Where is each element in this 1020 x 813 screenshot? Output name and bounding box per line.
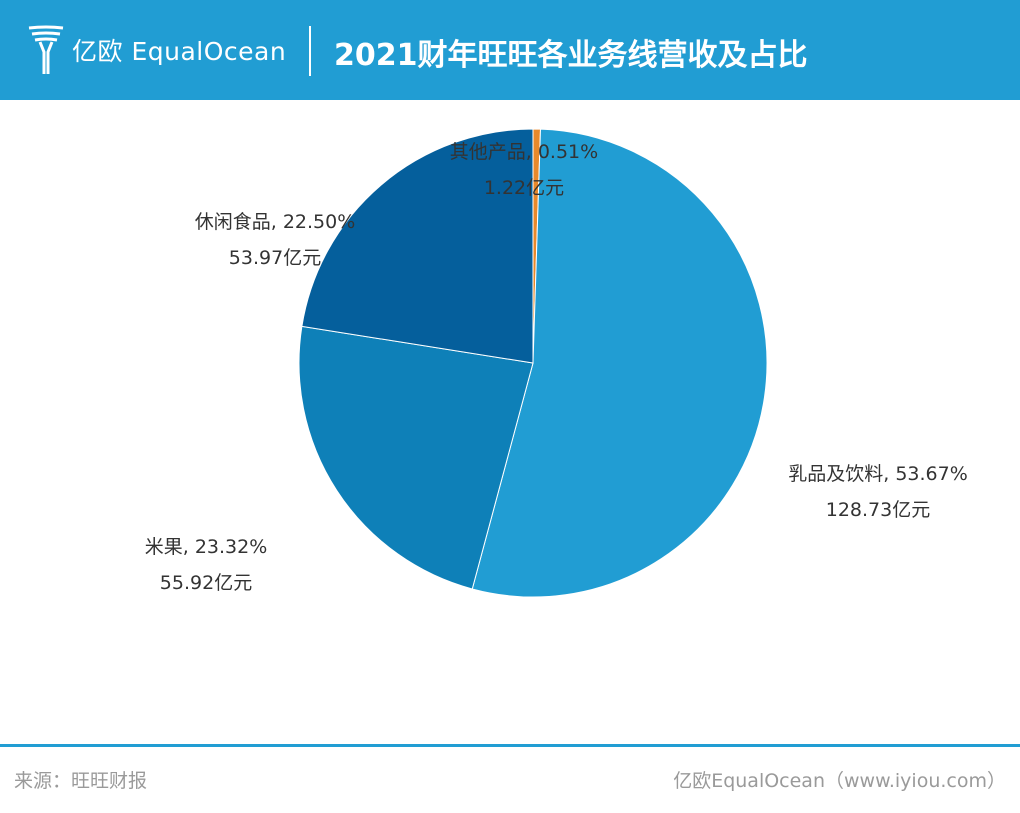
logo-mark-icon	[28, 25, 64, 74]
slice-value-label-1: 1.22亿元	[484, 177, 564, 199]
logo: 亿欧 EqualOcean	[26, 22, 286, 78]
credit-note: 亿欧EqualOcean（www.iyiou.com）	[673, 770, 1006, 792]
header-bar: 亿欧 EqualOcean 2021财年旺旺各业务线营收及占比	[0, 0, 1020, 100]
slice-value-label-4: 53.97亿元	[229, 247, 321, 269]
slice-label-3: 米果, 23.32%	[145, 536, 268, 558]
footer-divider	[0, 744, 1020, 747]
slice-label-2: 乳品及饮料, 53.67%	[788, 463, 968, 485]
pie-slice-2	[471, 128, 768, 598]
slice-label-1: 其他产品, 0.51%	[450, 141, 598, 163]
logo-text: 亿欧 EqualOcean	[72, 37, 287, 66]
slice-value-label-3: 55.92亿元	[160, 572, 252, 594]
header-divider	[309, 26, 311, 76]
slice-label-4: 休闲食品, 22.50%	[195, 211, 356, 233]
pie-slice-3	[298, 325, 534, 590]
pie-slice-4	[301, 128, 534, 364]
page-title: 2021财年旺旺各业务线营收及占比	[334, 38, 808, 73]
slice-value-label-2: 128.73亿元	[826, 499, 930, 521]
source-note: 来源：旺旺财报	[14, 770, 148, 792]
